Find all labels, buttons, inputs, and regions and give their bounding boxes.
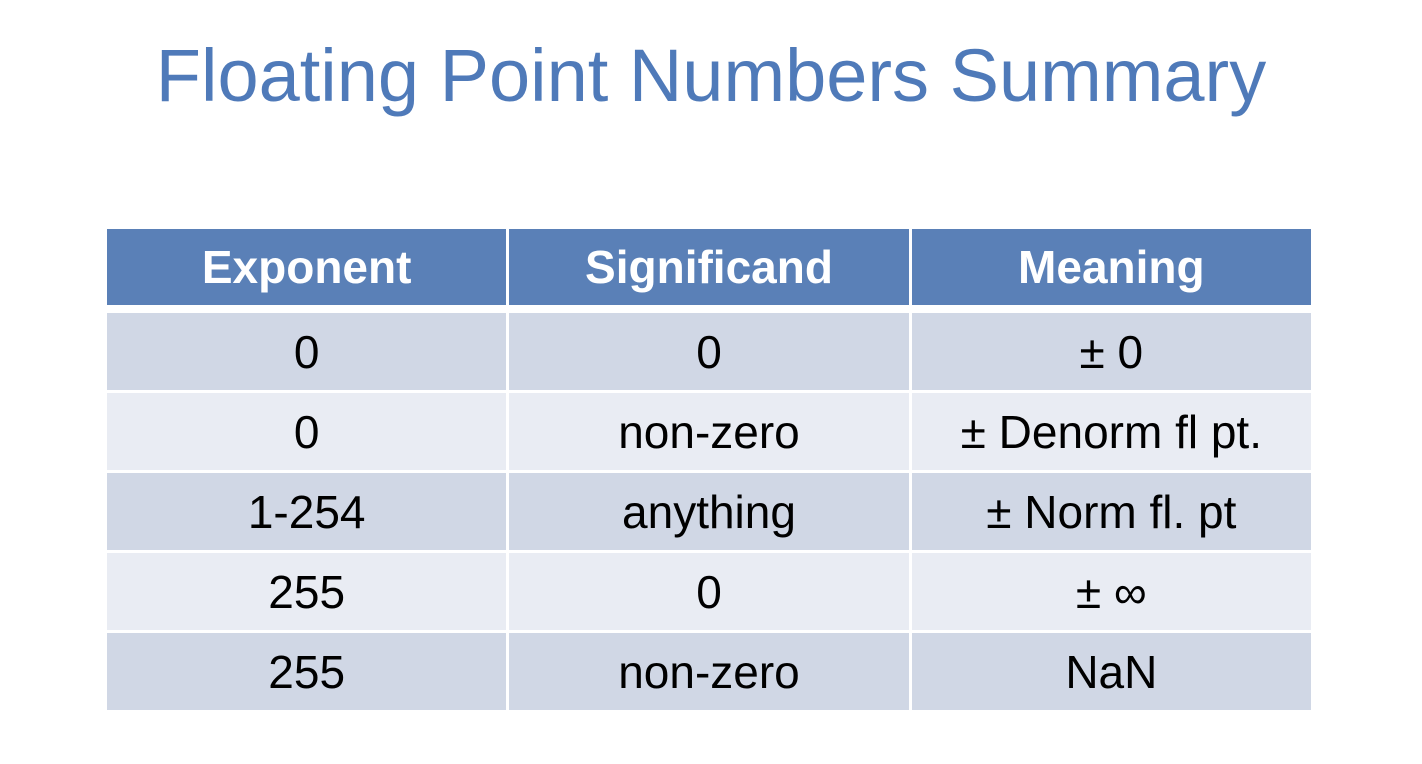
meaning-cell: ± ∞: [908, 550, 1315, 633]
significand-cell: non-zero: [506, 630, 912, 713]
exponent-cell: 0: [103, 390, 510, 473]
significand-cell: 0: [506, 307, 912, 393]
table-row: 0 0 ± 0: [103, 307, 1315, 393]
table-row: 1-254 anything ± Norm fl. pt: [103, 470, 1315, 553]
meaning-cell: ± Denorm fl pt.: [908, 390, 1315, 473]
header-exponent: Exponent: [103, 226, 510, 313]
meaning-cell: ± 0: [908, 307, 1315, 393]
exponent-cell: 1-254: [103, 470, 510, 553]
exponent-cell: 0: [103, 307, 510, 393]
table-header-row: Exponent Significand Meaning: [103, 226, 1315, 313]
floating-point-summary-table: Exponent Significand Meaning 0 0 ± 0 0 n…: [103, 226, 1315, 713]
exponent-cell: 255: [103, 630, 510, 713]
significand-cell: anything: [506, 470, 912, 553]
table-row: 255 0 ± ∞: [103, 550, 1315, 633]
exponent-cell: 255: [103, 550, 510, 633]
significand-cell: 0: [506, 550, 912, 633]
table-row: 0 non-zero ± Denorm fl pt.: [103, 390, 1315, 473]
header-significand: Significand: [506, 226, 912, 313]
header-meaning: Meaning: [908, 226, 1315, 313]
significand-cell: non-zero: [506, 390, 912, 473]
meaning-cell: NaN: [908, 630, 1315, 713]
slide-title: Floating Point Numbers Summary: [155, 34, 1267, 117]
table-row: 255 non-zero NaN: [103, 630, 1315, 713]
meaning-cell: ± Norm fl. pt: [908, 470, 1315, 553]
